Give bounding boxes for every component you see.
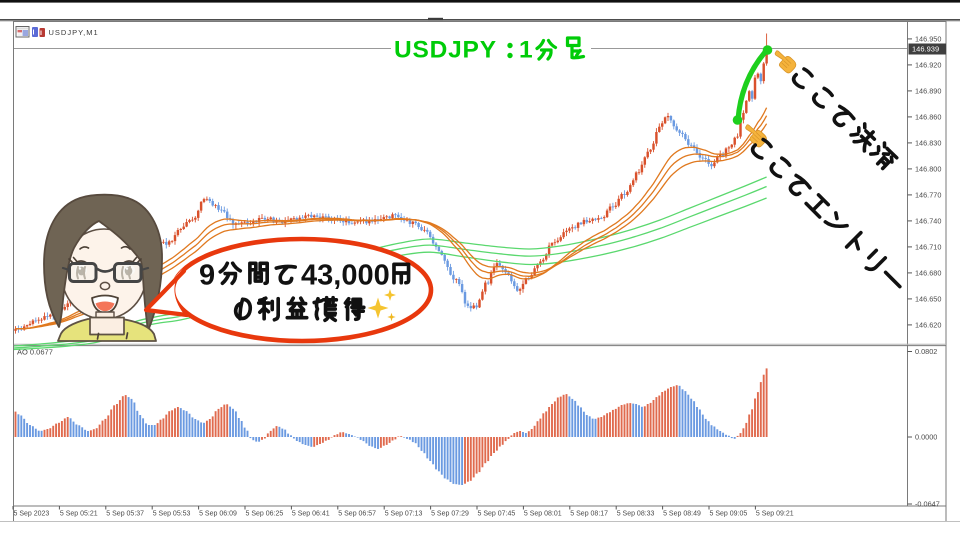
svg-text:5 Sep 06:09: 5 Sep 06:09	[199, 511, 237, 518]
svg-text:5 Sep 2023: 5 Sep 2023	[14, 511, 50, 518]
svg-text:5 Sep 05:53: 5 Sep 05:53	[153, 511, 191, 518]
svg-text:5 Sep 08:33: 5 Sep 08:33	[617, 511, 655, 518]
svg-text:9: 9	[199, 260, 215, 292]
svg-text:146.620: 146.620	[915, 321, 941, 330]
svg-text:1: 1	[519, 37, 533, 64]
svg-text:5 Sep 09:05: 5 Sep 09:05	[710, 511, 748, 518]
svg-text:5 Sep 05:21: 5 Sep 05:21	[60, 511, 98, 518]
svg-text:146.830: 146.830	[915, 139, 941, 148]
svg-text:146.740: 146.740	[915, 217, 941, 226]
svg-text:43,000: 43,000	[301, 260, 390, 292]
svg-text:146.650: 146.650	[915, 295, 941, 304]
svg-text:146.770: 146.770	[915, 191, 941, 200]
svg-text:146.890: 146.890	[915, 87, 941, 96]
svg-text:USDJPY: USDJPY	[394, 37, 497, 64]
svg-text:AO 0.0677: AO 0.0677	[17, 348, 53, 357]
svg-text:-0.0647: -0.0647	[915, 500, 940, 509]
svg-text:146.939: 146.939	[912, 45, 939, 54]
svg-text:5 Sep 06:25: 5 Sep 06:25	[246, 511, 284, 518]
svg-text:5 Sep 08:49: 5 Sep 08:49	[663, 511, 701, 518]
svg-text:5 Sep 07:45: 5 Sep 07:45	[478, 511, 516, 518]
svg-text:5 Sep 08:17: 5 Sep 08:17	[570, 511, 608, 518]
svg-text:5 Sep 06:57: 5 Sep 06:57	[338, 511, 376, 518]
svg-text:146.950: 146.950	[915, 35, 941, 44]
svg-text:146.800: 146.800	[915, 165, 941, 174]
svg-text:146.680: 146.680	[915, 269, 941, 278]
svg-text:0.0000: 0.0000	[915, 433, 937, 442]
svg-text:0.0802: 0.0802	[915, 347, 937, 356]
svg-text:USDJPY,M1: USDJPY,M1	[49, 28, 99, 37]
svg-text:5 Sep 06:41: 5 Sep 06:41	[292, 511, 330, 518]
svg-text:5 Sep 08:01: 5 Sep 08:01	[524, 511, 562, 518]
svg-text:146.710: 146.710	[915, 243, 941, 252]
svg-text:5 Sep 05:37: 5 Sep 05:37	[106, 511, 144, 518]
svg-text:5 Sep 09:21: 5 Sep 09:21	[756, 511, 794, 518]
svg-text:146.860: 146.860	[915, 113, 941, 122]
svg-text:5 Sep 07:13: 5 Sep 07:13	[385, 511, 423, 518]
svg-text:146.920: 146.920	[915, 61, 941, 70]
svg-text:5 Sep 07:29: 5 Sep 07:29	[431, 511, 469, 518]
